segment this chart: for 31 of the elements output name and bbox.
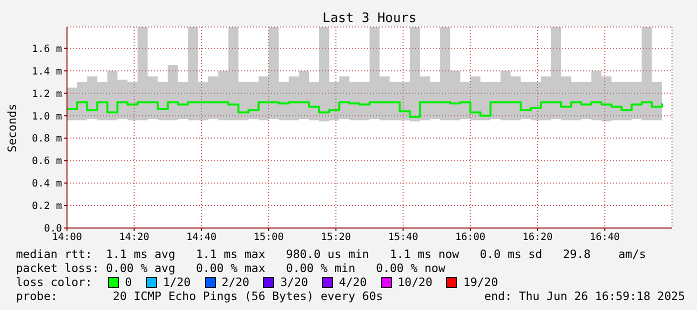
text: 3/20 (279, 275, 308, 289)
text: 0 (124, 275, 132, 289)
text: probe: 20 ICMP Echo Pings (56 Bytes) every 60s (16, 289, 383, 303)
text: 19/20 (462, 275, 498, 289)
text: end: Thu Jun 26 16:59:18 2025 (484, 289, 685, 303)
text: 1/20 (162, 275, 191, 289)
y-tick-label: 1.4 m (32, 66, 62, 78)
y-tick-label: 1.0 m (32, 111, 62, 122)
x-tick-label: 15:20 (320, 232, 351, 244)
x-tick-label: 15:40 (388, 232, 418, 244)
x-tick-label: 14:20 (119, 232, 150, 244)
chart-title: Last 3 Hours (322, 11, 418, 26)
text: packet loss: 0.00 % avg 0.00 % max 0.00 % min 0.00 % now (16, 261, 446, 275)
x-tick-label: 16:00 (455, 232, 486, 244)
text: median rtt: 1.1 ms avg 1.1 ms max 980.0 us min 1.1 ms now 0.0 ms sd 29.8 am/s (16, 247, 646, 261)
x-tick-label: 15:00 (254, 232, 284, 244)
text: 4/20 (338, 275, 367, 289)
y-axis-title: Seconds (5, 104, 19, 152)
y-tick-label: 1.6 m (32, 44, 62, 55)
y-tick-label: 0.4 m (32, 178, 62, 190)
text: loss color: (16, 275, 94, 289)
y-tick-label: 1.2 m (32, 88, 62, 100)
x-tick-label: 14:00 (52, 232, 82, 244)
text: 2/20 (220, 275, 250, 289)
y-tick-label: 0.8 m (32, 134, 62, 145)
y-tick-label: 0.6 m (32, 156, 62, 168)
x-tick-label: 16:40 (590, 232, 620, 244)
text: 10/20 (396, 275, 432, 289)
x-tick-label: 16:20 (522, 232, 553, 244)
y-tick-label: 0.2 m (32, 201, 62, 212)
x-tick-label: 14:40 (186, 232, 217, 244)
